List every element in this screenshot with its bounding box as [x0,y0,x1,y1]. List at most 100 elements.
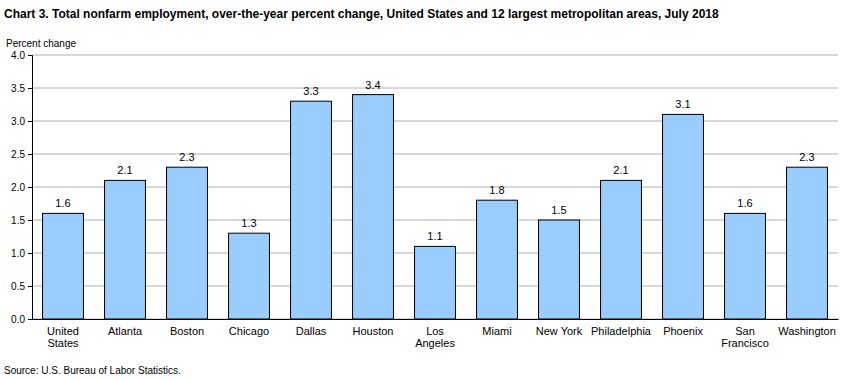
x-tick: Phoenix [663,325,703,337]
bar [539,220,580,319]
x-tick-label: Atlanta [108,325,143,337]
bar [167,167,208,319]
y-tick-mark [28,220,32,221]
y-tick-mark [28,187,32,188]
bar [477,200,518,319]
data-label: 1.3 [241,217,256,229]
x-tick-label-line: Francisco [721,337,769,349]
y-tick: 2.5 [11,149,32,160]
y-axis-line [28,56,33,320]
title: Chart 3. Total nonfarm employment, over-… [4,7,719,21]
y-tick-mark [28,319,32,320]
y-tick: 3.0 [11,116,32,127]
bar [663,114,704,319]
bar [601,180,642,319]
bar [353,95,394,319]
grid-line [32,55,838,56]
x-tick-label: Phoenix [663,325,703,337]
data-labels: 1.6 2.1 2.3 1.3 3.3 3.4 1.1 1.8 1.5 2.1 3.1 1.6 2.3 [55,79,814,243]
y-tick-label: 0.0 [11,314,25,325]
x-tick: Boston [170,325,204,337]
data-label: 2.3 [799,151,814,163]
x-tick: SanFrancisco [721,325,769,350]
x-tick-label-line: States [47,337,79,349]
y-tick: 2.0 [11,182,32,193]
y-tick-label: 2.0 [11,182,25,193]
bar [725,213,766,319]
grid-line [32,154,838,155]
y-tick: 1.5 [11,215,32,226]
x-tick: Chicago [229,325,269,337]
x-tick-label-line: Angeles [415,337,455,349]
x-axis: UnitedStates Atlanta Boston Chicago Dallas Ho… [33,320,839,350]
y-tick: 4.0 [11,50,32,61]
y-tick-mark [28,121,32,122]
x-tick: Dallas [296,325,327,337]
bar [229,233,270,319]
x-tick-label: LosAngeles [415,325,455,350]
bar [415,246,456,319]
x-tick-label-line: Los [426,325,444,337]
x-tick: Atlanta [108,325,143,337]
x-tick-label: SanFrancisco [721,325,769,350]
y-tick-label: 3.0 [11,116,25,127]
grid [32,55,838,319]
x-tick: Miami [482,325,511,337]
data-label: 1.6 [737,197,752,209]
y-axis-title: Percent change [6,38,76,49]
grid-line [32,220,838,221]
x-tick-label: Houston [353,325,394,337]
y-tick-mark [28,88,32,89]
x-tick-label-line: United [47,325,79,337]
x-tick: Houston [353,325,394,337]
data-label: 2.1 [117,164,132,176]
y-tick-label: 1.5 [11,215,25,226]
bar [787,167,828,319]
bar [291,101,332,319]
data-label: 2.1 [613,164,628,176]
x-tick-label: Chicago [229,325,269,337]
x-tick: Washington [778,325,836,337]
grid-line [32,121,838,122]
y-tick-label: 0.5 [11,281,25,292]
grid-line [32,187,838,188]
y-tick-mark [28,253,32,254]
grid-line [32,88,838,89]
y-tick-label: 3.5 [11,83,25,94]
bars [43,95,828,319]
y-tick: 0.5 [11,281,32,292]
data-label: 3.3 [303,85,318,97]
y-tick-mark [28,55,32,56]
x-tick: New York [536,325,583,337]
data-label: 1.5 [551,204,566,216]
data-label: 1.6 [55,197,70,209]
y-axis: 0.0 0.5 1.0 1.5 2.0 2.5 3.0 3.5 4.0 [11,50,32,325]
y-tick: 1.0 [11,248,32,259]
data-label: 3.4 [365,79,380,91]
data-label: 3.1 [675,98,690,110]
y-tick-mark [28,154,32,155]
x-tick-label: UnitedStates [47,325,79,350]
x-tick-label: Philadelphia [591,325,652,337]
y-tick-label: 4.0 [11,50,25,61]
y-tick: 3.5 [11,83,32,94]
x-tick-label: New York [536,325,583,337]
y-tick: 0.0 [11,314,32,325]
x-tick-label-line: San [735,325,755,337]
y-tick-label: 2.5 [11,149,25,160]
data-label: 1.1 [427,230,442,242]
x-tick: LosAngeles [415,325,455,350]
data-label: 2.3 [179,151,194,163]
x-tick: UnitedStates [47,325,79,350]
y-tick-label: 1.0 [11,248,25,259]
plot: 0.0 0.5 1.0 1.5 2.0 2.5 3.0 3.5 4.0 UnitedStates A… [11,50,838,350]
data-label: 1.8 [489,184,504,196]
x-tick-label: Miami [482,325,511,337]
bar [105,180,146,319]
x-tick-label: Dallas [296,325,327,337]
x-tick: Philadelphia [591,325,652,337]
chart: Chart 3. Total nonfarm employment, over-… [0,0,851,379]
source: Source: U.S. Bureau of Labor Statistics. [4,365,181,376]
x-axis-line [33,319,839,320]
y-tick-mark [28,286,32,287]
